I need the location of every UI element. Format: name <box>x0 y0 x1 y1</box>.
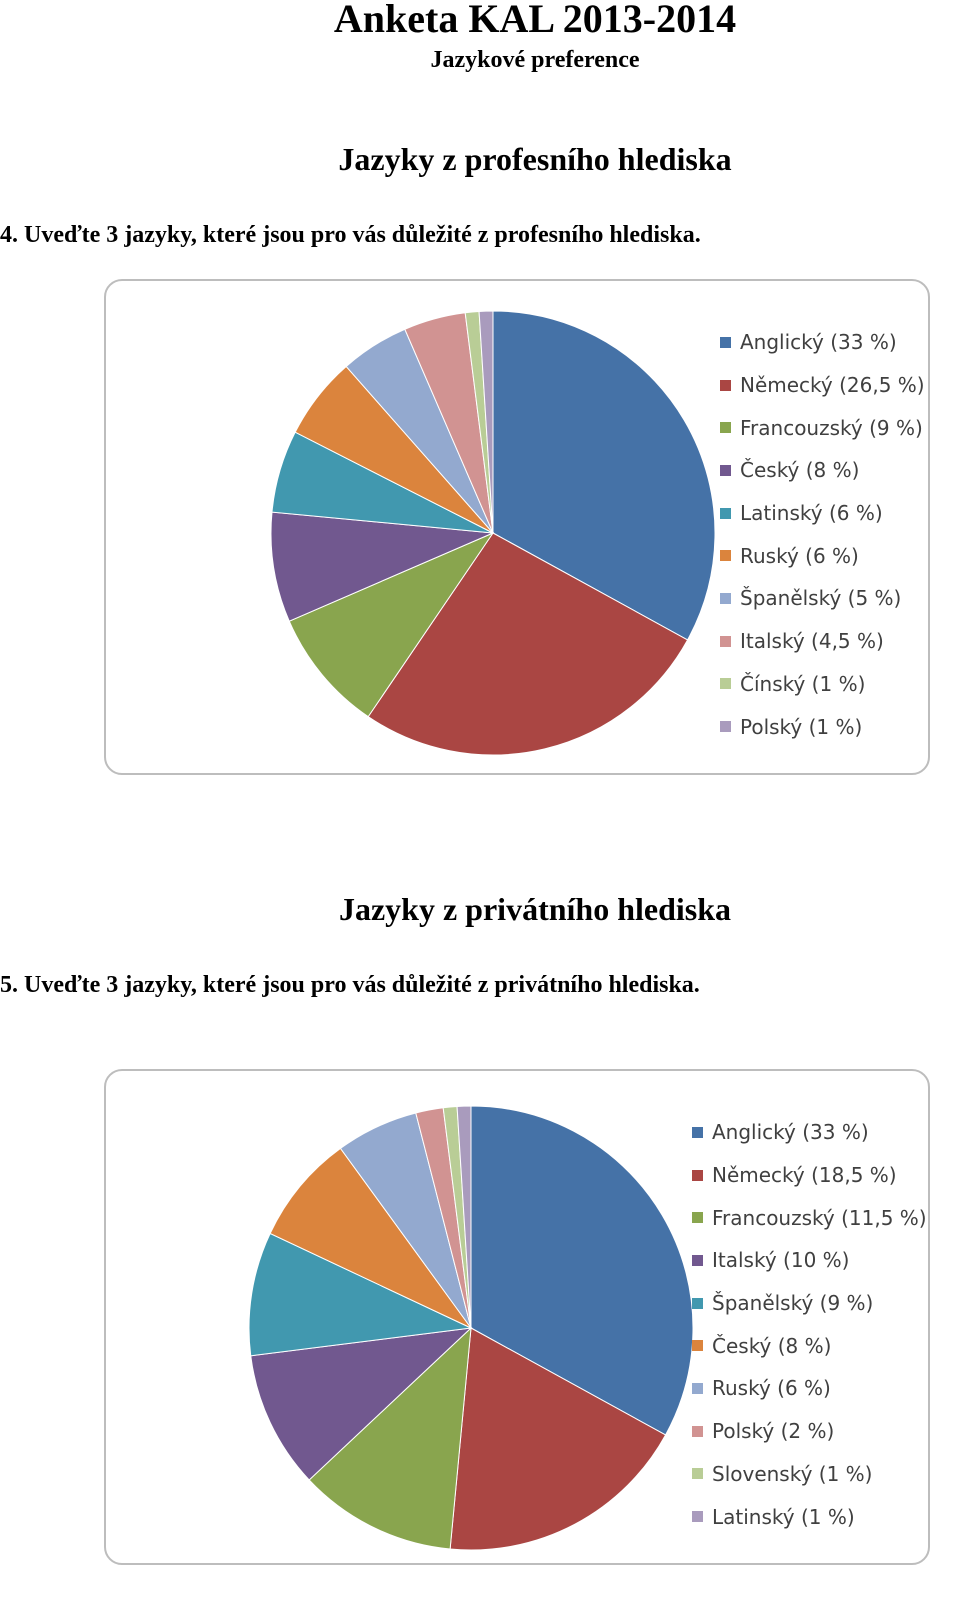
legend-swatch <box>720 592 731 604</box>
legend-swatch <box>692 1297 703 1309</box>
legend-swatch <box>720 507 731 519</box>
legend-item-latinsky: Latinský (6 %) <box>720 492 925 535</box>
pie-slice-polsky <box>478 310 494 534</box>
legend-item-italsky: Italský (10 %) <box>692 1239 927 1282</box>
legend-label: Ruský (6 %) <box>740 543 859 568</box>
pie-slice-italsky <box>250 1327 473 1481</box>
page-title: Anketa KAL 2013-2014 <box>333 0 737 41</box>
legend-label: Anglický (33 %) <box>712 1120 869 1145</box>
legend-item-nemecky: Německý (26,5 %) <box>720 364 925 407</box>
pie-slice-anglicky <box>492 310 716 641</box>
legend-label: Český (8 %) <box>712 1333 832 1358</box>
legend-swatch <box>720 464 731 476</box>
legend-item-slovensky: Slovenský (1 %) <box>692 1453 927 1496</box>
legend-label: Francouzský (11,5 %) <box>712 1205 927 1230</box>
pie-slice-spanelsky <box>248 1232 473 1357</box>
legend-item-francouzsky: Francouzský (9 %) <box>720 406 925 449</box>
legend-item-italsky: Italský (4,5 %) <box>720 620 925 663</box>
pie-chart-professional-svg <box>270 310 716 756</box>
legend-swatch <box>692 1425 703 1437</box>
legend-professional: Anglický (33 %) Německý (26,5 %) Francouzs… <box>720 321 925 748</box>
legend-swatch <box>720 721 731 733</box>
legend-private: Anglický (33 %) Německý (18,5 %) Francouzs… <box>692 1111 927 1538</box>
legend-item-cesky: Český (8 %) <box>720 449 925 492</box>
legend-label: Francouzský (9 %) <box>740 415 923 440</box>
legend-label: Italský (4,5 %) <box>740 629 884 654</box>
pie-chart-professional: Anglický (33 %) Německý (26,5 %) Francouzs… <box>104 279 930 775</box>
pie-slice-latinsky <box>456 1105 472 1329</box>
legend-label: Ruský (6 %) <box>712 1376 831 1401</box>
legend-label: Český (8 %) <box>740 458 860 483</box>
legend-item-spanelsky: Španělský (9 %) <box>692 1282 927 1325</box>
legend-label: Čínský (1 %) <box>740 671 866 696</box>
legend-swatch <box>720 379 731 391</box>
legend-item-cesky: Český (8 %) <box>692 1324 927 1367</box>
legend-label: Slovenský (1 %) <box>712 1461 873 1486</box>
legend-swatch <box>692 1126 703 1138</box>
legend-item-nemecky: Německý (18,5 %) <box>692 1154 927 1197</box>
legend-swatch <box>692 1212 703 1224</box>
pie-chart-private: Anglický (33 %) Německý (18,5 %) Francouzs… <box>104 1069 930 1565</box>
pie-slice-francouzsky <box>308 1326 472 1550</box>
legend-label: Německý (18,5 %) <box>712 1163 897 1188</box>
legend-swatch <box>720 635 731 647</box>
pie-slice-cesky <box>269 1147 472 1329</box>
legend-swatch <box>692 1382 703 1394</box>
legend-item-rusky: Ruský (6 %) <box>720 534 925 577</box>
legend-item-anglicky: Anglický (33 %) <box>720 321 925 364</box>
legend-item-latinsky: Latinský (1 %) <box>692 1495 927 1538</box>
pie-slice-anglicky <box>470 1105 694 1436</box>
question-5: 5. Uveďte 3 jazyky, které jsou pro vás d… <box>0 972 700 998</box>
legend-swatch <box>692 1468 703 1480</box>
pie-slice-nemecky <box>449 1327 667 1551</box>
legend-swatch <box>720 550 731 562</box>
section-heading-private: Jazyky z privátního hlediska <box>338 891 732 927</box>
legend-label: Španělský (5 %) <box>740 586 902 611</box>
legend-label: Polský (2 %) <box>712 1419 835 1444</box>
pie-slice-cesky <box>270 511 494 622</box>
legend-label: Německý (26,5 %) <box>740 373 925 398</box>
page-subtitle: Jazykové preference <box>430 47 640 73</box>
legend-item-rusky: Ruský (6 %) <box>692 1367 927 1410</box>
legend-swatch <box>692 1511 703 1523</box>
pie-slice-nemecky <box>367 532 689 756</box>
legend-label: Anglický (33 %) <box>740 330 897 355</box>
legend-swatch <box>720 336 731 348</box>
legend-label: Latinský (1 %) <box>712 1504 855 1529</box>
legend-item-polsky: Polský (1 %) <box>720 705 925 748</box>
legend-item-francouzsky: Francouzský (11,5 %) <box>692 1196 927 1239</box>
legend-label: Latinský (6 %) <box>740 501 883 526</box>
legend-item-polsky: Polský (2 %) <box>692 1410 927 1453</box>
question-4: 4. Uveďte 3 jazyky, které jsou pro vás d… <box>0 222 701 248</box>
legend-label: Italský (10 %) <box>712 1248 850 1273</box>
pie-slice-francouzsky <box>288 531 495 718</box>
legend-label: Španělský (9 %) <box>712 1291 874 1316</box>
legend-swatch <box>692 1169 703 1181</box>
legend-swatch <box>720 422 731 434</box>
legend-swatch <box>692 1340 703 1352</box>
legend-swatch <box>692 1254 703 1266</box>
section-heading-professional: Jazyky z profesního hlediska <box>338 141 732 177</box>
pie-chart-private-svg <box>248 1105 694 1551</box>
legend-swatch <box>720 678 731 690</box>
legend-label: Polský (1 %) <box>740 714 863 739</box>
legend-item-cinsky: Čínský (1 %) <box>720 663 925 706</box>
legend-item-anglicky: Anglický (33 %) <box>692 1111 927 1154</box>
legend-item-spanelsky: Španělský (5 %) <box>720 577 925 620</box>
